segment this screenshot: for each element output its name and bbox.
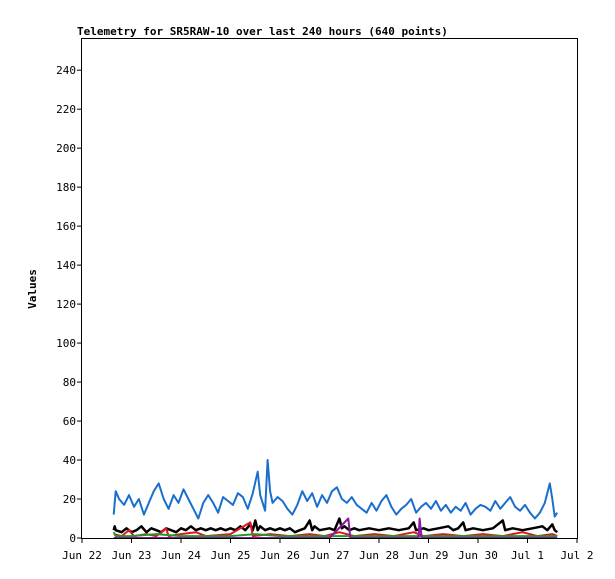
y-tick-label: 20 [63, 493, 76, 506]
y-tick-label: 80 [63, 376, 76, 389]
x-axis: Jun 22 Jun 23 Jun 24 Jun 25 Jun 26 Jun 27 Jun … [62, 538, 594, 562]
x-tick-label: Jun 23 [112, 549, 152, 562]
y-tick-label: 120 [56, 298, 76, 311]
x-tick-label: Jun 24 [161, 549, 201, 562]
y-tick-label: 100 [56, 337, 76, 350]
x-tick-label: Jun 30 [458, 549, 498, 562]
y-tick-label: 140 [56, 259, 76, 272]
y-tick-label: 220 [56, 103, 76, 116]
series-line-0 [112, 459, 559, 520]
y-tick-label: 40 [63, 454, 76, 467]
x-tick-label: Jul 1 [511, 549, 544, 562]
series-line-1 [112, 517, 558, 534]
x-tick-label: Jun 27 [310, 549, 350, 562]
y-tick-label: 160 [56, 220, 76, 233]
y-axis: 0 20 40 60 80 100 120 140 160 180 200 220 240 [56, 64, 82, 545]
x-tick-label: Jun 25 [211, 549, 251, 562]
y-tick-label: 0 [69, 532, 76, 545]
series-layer [112, 459, 559, 539]
y-tick-label: 60 [63, 415, 76, 428]
x-tick-label: Jul 2 [560, 549, 593, 562]
y-tick-label: 200 [56, 142, 76, 155]
plot-frame [81, 38, 578, 539]
x-tick-label: Jun 22 [62, 549, 102, 562]
series-line-3 [112, 531, 558, 538]
y-tick-label: 240 [56, 64, 76, 77]
x-tick-label: Jun 29 [409, 549, 449, 562]
chart-title: Telemetry for SR5RAW-10 over last 240 ho… [77, 25, 448, 38]
x-tick-label: Jun 26 [260, 549, 300, 562]
x-tick-label: Jun 28 [359, 549, 399, 562]
y-axis-label: Values [26, 269, 39, 309]
y-tick-label: 180 [56, 181, 76, 194]
